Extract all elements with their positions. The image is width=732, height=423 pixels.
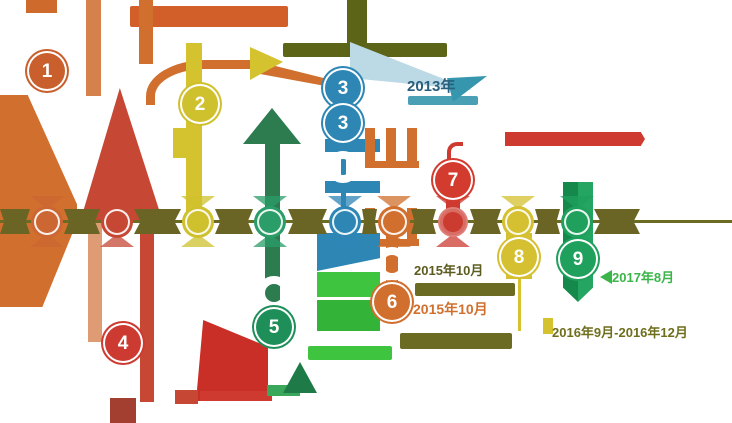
date-label: 2017年8月 (612, 270, 675, 285)
timeline-node (185, 209, 211, 235)
red-ribbon-right (505, 132, 645, 146)
olive-pole (347, 0, 367, 45)
erased-ring-blue (327, 151, 359, 183)
green-label-triangle (600, 270, 612, 284)
date-label: 2015年10月 (413, 301, 488, 317)
timeline-node (438, 207, 468, 237)
timeline-node (381, 209, 407, 235)
node-wedge-top (436, 196, 470, 209)
node-wedge-bottom (100, 234, 134, 247)
olive-text-remnant-2 (400, 333, 512, 349)
timeline-node (34, 209, 60, 235)
badge-2: 2 (182, 86, 218, 122)
badge-9: 9 (560, 241, 596, 277)
node-wedge-bottom (436, 234, 470, 247)
bright-green-bar-2 (317, 300, 380, 331)
blue-bar-2 (325, 181, 380, 193)
yellow-blob (173, 128, 202, 158)
node-wedge-top (181, 196, 215, 209)
node-wedge-bottom (30, 234, 64, 247)
dark-green-wedge (283, 362, 317, 393)
timeline-segment (411, 209, 436, 234)
badge-1: 1 (29, 53, 65, 89)
top-left-orange-block (26, 0, 57, 13)
timeline-node (505, 209, 531, 235)
node-wedge-top (253, 196, 287, 209)
badge-3: 3 (325, 105, 361, 141)
node-wedge-top (501, 196, 535, 209)
yellow-square (543, 318, 553, 334)
node-wedge-top (377, 196, 411, 209)
teal-strip-remnant (408, 96, 478, 105)
salmon-column (88, 222, 102, 342)
orange-glyph-remnant-1 (365, 128, 419, 168)
node-wedge-top (30, 196, 64, 209)
timeline-segment (64, 209, 100, 234)
badge-4: 4 (105, 325, 141, 361)
red-band-piece (175, 390, 198, 404)
bright-green-bar-1 (317, 272, 380, 297)
red-text-remnant (200, 391, 272, 401)
timeline-node (564, 209, 590, 235)
erased-ring-orange (375, 247, 409, 281)
node-wedge-bottom (253, 234, 287, 247)
timeline-node (257, 209, 283, 235)
olive-text-remnant-1 (415, 283, 515, 296)
badge-7: 7 (435, 162, 471, 198)
timeline-segment (288, 209, 327, 234)
green-arrowhead (243, 108, 301, 144)
timeline-segment (134, 209, 181, 234)
timeline-segment (594, 209, 640, 234)
top-ribbon-remnant (130, 6, 288, 27)
node-wedge-bottom (328, 234, 362, 247)
red-column (140, 222, 154, 402)
node-wedge-top (560, 196, 594, 209)
timeline-segment (215, 209, 253, 234)
timeline-segment (535, 209, 560, 234)
red-hook (447, 142, 463, 168)
orange-arc (146, 60, 267, 105)
badge-8: 8 (501, 239, 537, 275)
date-label: 2013年 (407, 78, 456, 95)
node-wedge-bottom (377, 234, 411, 247)
orange-column-a (86, 0, 101, 96)
maroon-block (110, 398, 136, 423)
green-band-piece (267, 385, 300, 396)
erased-ring-green (257, 276, 291, 310)
date-label: 2016年9月-2016年12月 (552, 325, 688, 340)
badge-5: 5 (256, 309, 292, 345)
orange-column-b (139, 0, 153, 64)
timeline-segment (470, 209, 501, 234)
node-wedge-top (328, 196, 362, 209)
node-wedge-bottom (181, 234, 215, 247)
node-wedge-top (100, 196, 134, 209)
badge-3: 3 (325, 70, 361, 106)
badge-6: 6 (374, 284, 410, 320)
yellow-thin-line (518, 277, 521, 331)
timeline-segment (0, 209, 30, 234)
timeline-segment (362, 209, 377, 234)
timeline-node (332, 209, 358, 235)
date-label: 2015年10月 (414, 263, 484, 278)
bright-green-text-remnant (308, 346, 392, 360)
timeline-node (104, 209, 130, 235)
